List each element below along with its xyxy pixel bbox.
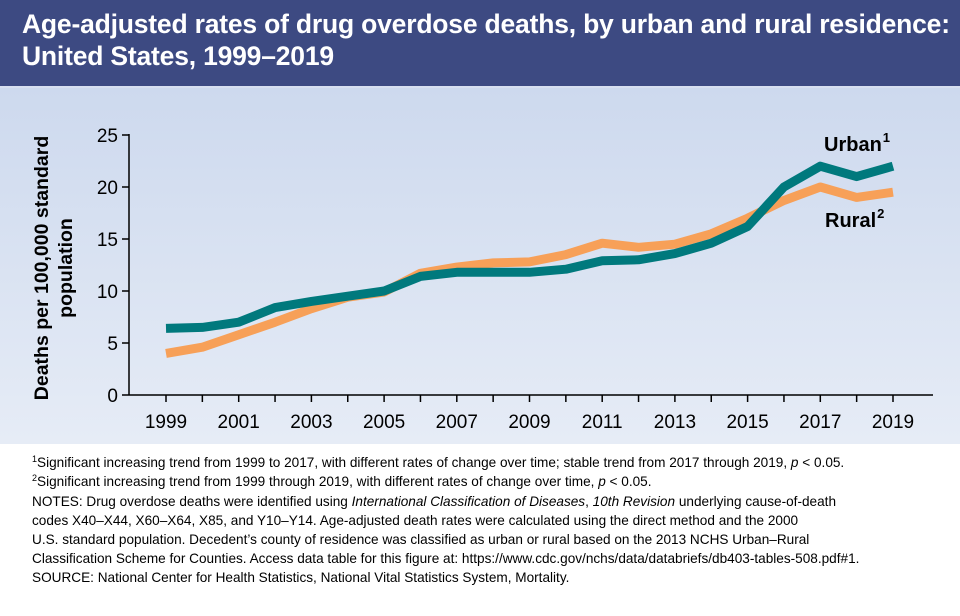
- notes-a3: underlying cause-of-death: [675, 494, 837, 509]
- footnote-1-end: < 0.05.: [798, 455, 845, 470]
- notes-line-4: Classification Scheme for Counties. Acce…: [32, 551, 860, 566]
- footnote-1-text: Significant increasing trend from 1999 t…: [37, 455, 791, 470]
- x-tick-label: 2013: [654, 412, 696, 433]
- y-axis-title: Deaths per 100,000 standard population: [31, 136, 77, 400]
- y-tick-label: 5: [107, 334, 118, 355]
- y-tick-label: 25: [97, 126, 118, 147]
- notes-a1: NOTES: Drug overdose deaths were identif…: [32, 494, 352, 509]
- x-tick-label: 1999: [145, 412, 187, 433]
- y-tick-label: 10: [97, 282, 118, 303]
- x-tick-label: 2003: [290, 412, 332, 433]
- footnote-2-marker: 2: [32, 473, 38, 483]
- series-label-urban: Urban1: [824, 130, 890, 156]
- y-axis-label-line2: population: [55, 218, 77, 318]
- footnote-1-p: p: [790, 455, 799, 470]
- y-axis-label-line1: Deaths per 100,000 standard: [31, 136, 53, 400]
- x-tick-label: 2009: [508, 412, 550, 433]
- notes-line-1: NOTES: Drug overdose deaths were identif…: [32, 492, 859, 511]
- x-tick-label: 2005: [363, 412, 405, 433]
- series-labels: Urban1 Rural2: [824, 130, 890, 232]
- notes-line-2: codes X40–X44, X60–X64, X85, and Y10–Y14…: [32, 513, 799, 528]
- chart-title-line1: Age-adjusted rates of drug overdose deat…: [22, 9, 950, 39]
- footnote-2-end: < 0.05.: [605, 474, 652, 489]
- x-tick-label: 2001: [218, 412, 260, 433]
- x-tick-label: 2017: [799, 412, 841, 433]
- line-chart: Deaths per 100,000 standard population 0…: [31, 126, 933, 433]
- footnote-2: 2Significant increasing trend from 1999 …: [32, 473, 652, 489]
- footnote-2-text: Significant increasing trend from 1999 t…: [37, 474, 599, 489]
- y-tick-label: 20: [97, 178, 118, 199]
- y-tick-label: 15: [97, 230, 118, 251]
- footnotes-area: 1Significant increasing trend from 1999 …: [0, 444, 960, 616]
- notes-revision: 10th Revision: [592, 494, 676, 509]
- series-line-urban: [165, 161, 895, 333]
- notes-a2: ,: [585, 494, 593, 509]
- chart-title-line2: United States, 1999–2019: [22, 41, 334, 71]
- notes-block: NOTES: Drug overdose deaths were identif…: [32, 492, 859, 587]
- axes: 0 5 10 15 20 25 1999 2001 2003 2005 2007 2009 2011 20…: [97, 126, 933, 433]
- series-label-rural: Rural2: [825, 206, 884, 232]
- x-tick-label: 2011: [582, 412, 623, 433]
- y-tick-label: 0: [107, 386, 118, 407]
- notes-icd: International Classification of Diseases: [351, 494, 586, 509]
- series-layer: [165, 161, 895, 358]
- source-note: SOURCE: National Center for Health Stati…: [32, 570, 570, 585]
- x-tick-label: 2015: [726, 412, 768, 433]
- footnote-1-marker: 1: [32, 454, 38, 464]
- x-tick-label: 2019: [872, 412, 914, 433]
- footnote-1: 1Significant increasing trend from 1999 …: [32, 454, 844, 470]
- x-tick-label: 2007: [436, 412, 478, 433]
- title-bar: Age-adjusted rates of drug overdose deat…: [0, 0, 960, 88]
- footnote-2-p: p: [598, 474, 606, 489]
- notes-line-3: U.S. standard population. Decedent’s cou…: [32, 532, 810, 547]
